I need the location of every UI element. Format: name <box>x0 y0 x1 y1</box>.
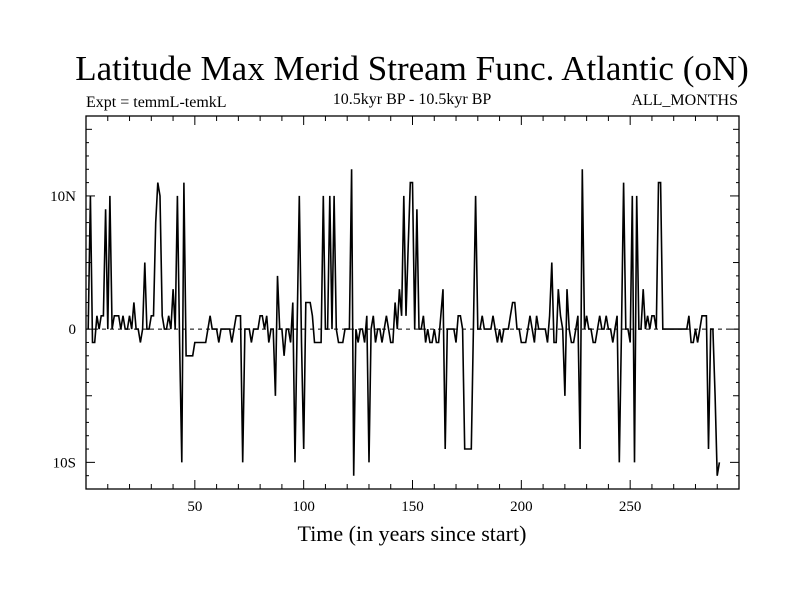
y-tick-label: 0 <box>69 322 77 338</box>
x-axis-label: Time (in years since start) <box>298 521 527 546</box>
y-tick-label: 10S <box>53 455 76 471</box>
experiment-label: Expt = temmL-temkL <box>86 94 227 111</box>
y-axis-ticks: 10N 0 10S <box>50 128 739 477</box>
months-label: ALL_MONTHS <box>631 92 738 109</box>
plot-frame <box>85 115 740 490</box>
period-label: 10.5kyr BP - 10.5kyr BP <box>333 91 492 108</box>
x-tick-label: 50 <box>187 499 202 515</box>
x-tick-label: 150 <box>401 499 424 515</box>
y-tick-label: 10N <box>50 189 76 205</box>
x-tick-label: 100 <box>292 499 315 515</box>
series-line <box>87 169 721 476</box>
x-tick-label: 200 <box>510 499 533 515</box>
chart-title: Latitude Max Merid Stream Func. Atlantic… <box>75 49 749 88</box>
x-axis-ticks: 50 100 150 200 250 <box>107 116 718 515</box>
x-tick-label: 250 <box>619 499 642 515</box>
